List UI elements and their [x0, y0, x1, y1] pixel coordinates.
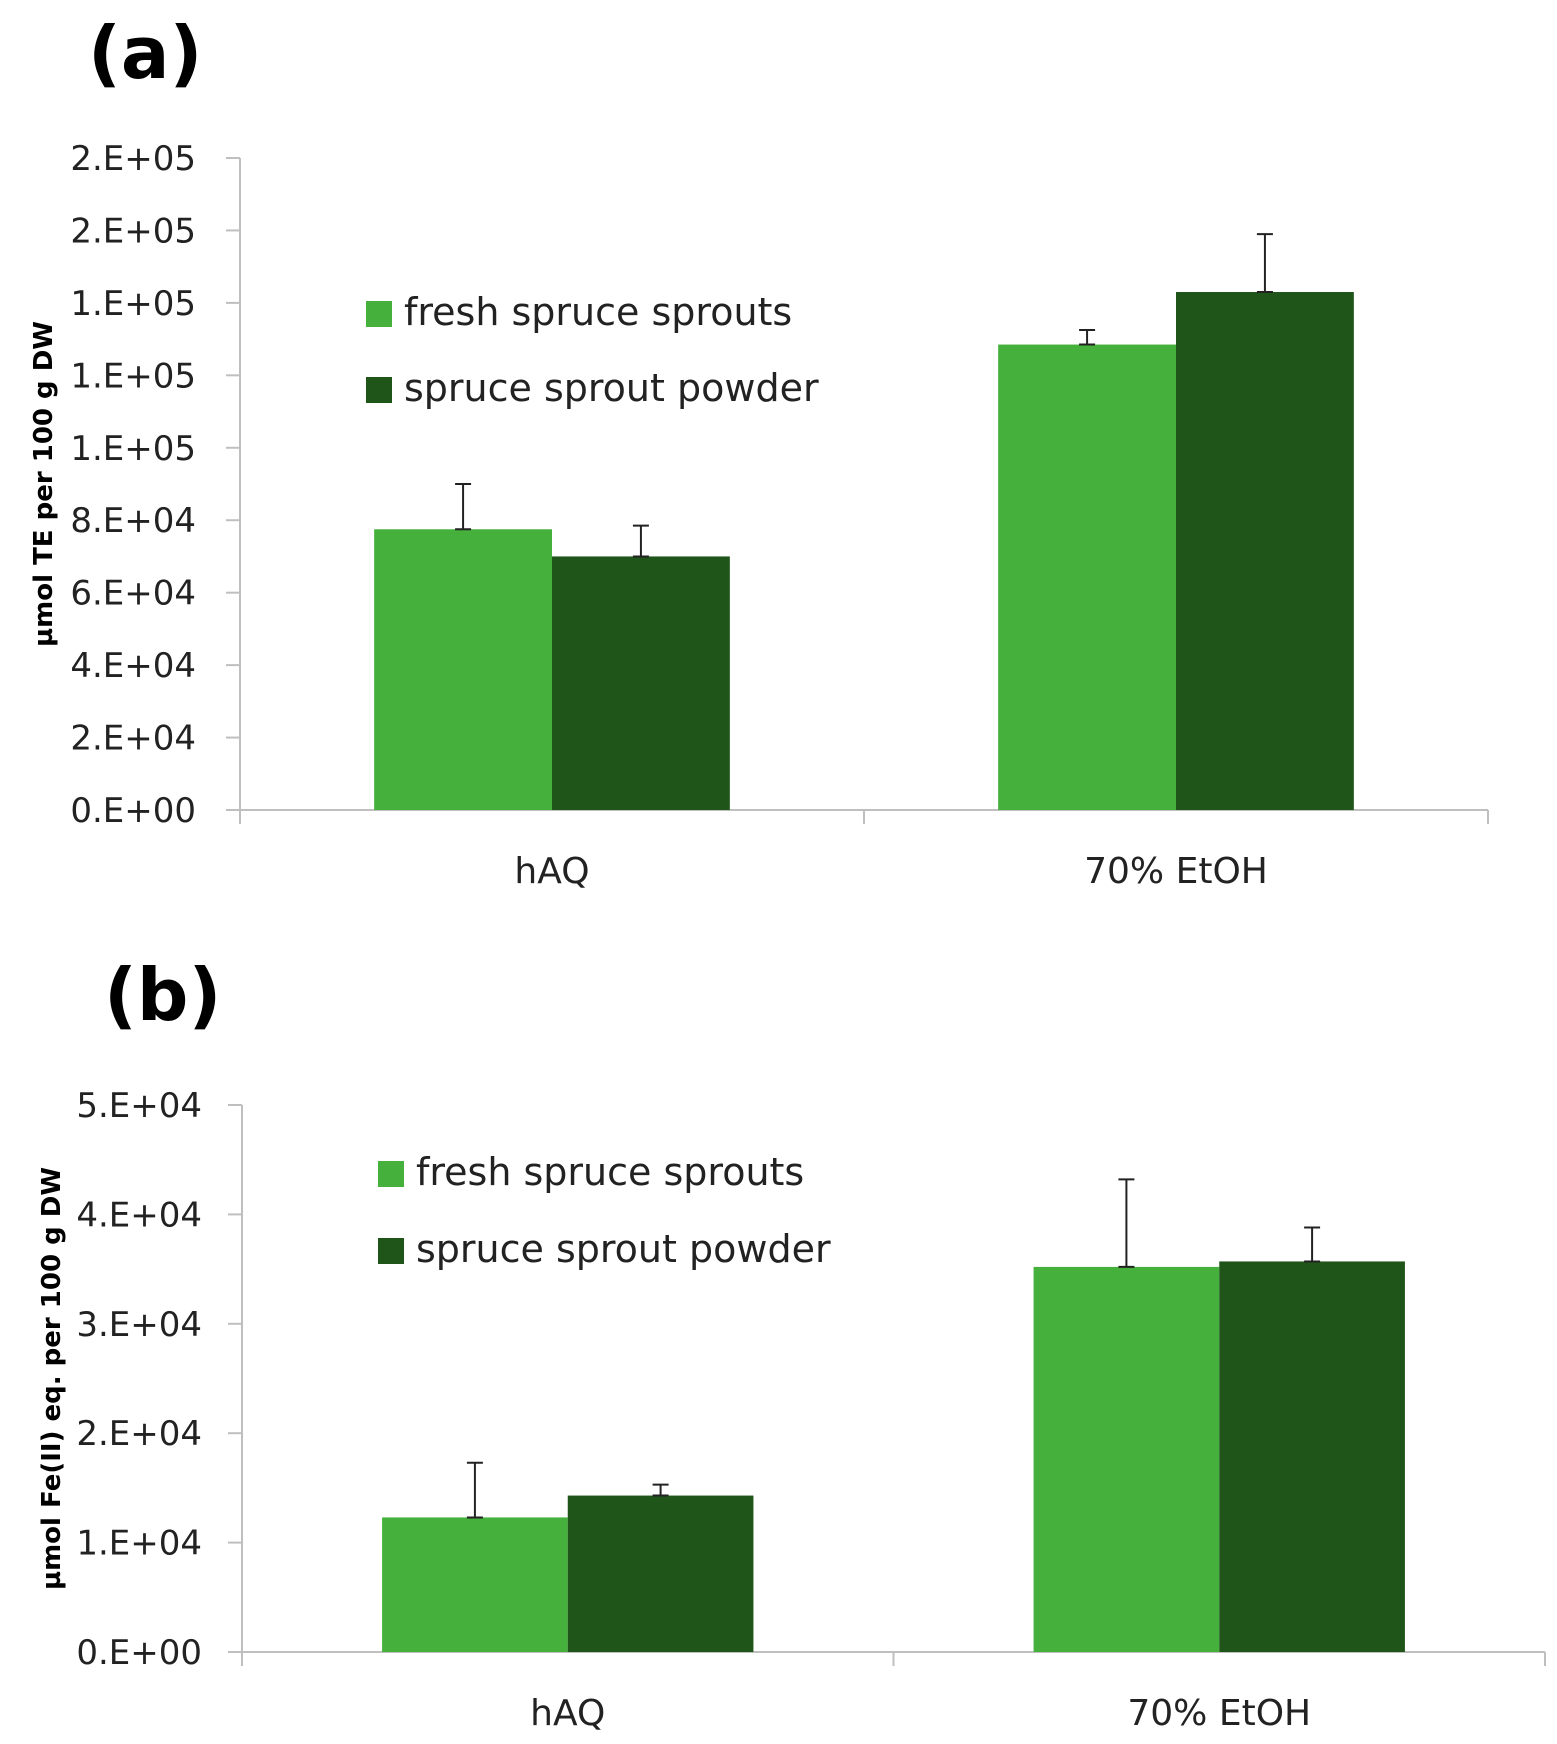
y-tick-label: 1.E+05 — [70, 356, 196, 396]
legend-label: fresh spruce sprouts — [416, 1150, 804, 1194]
y-tick-label: 4.E+04 — [70, 646, 196, 686]
bar-spruce-sprout-powder-1 — [1219, 1261, 1405, 1652]
y-tick-label: 6.E+04 — [70, 574, 196, 614]
y-tick-label: 2.E+04 — [70, 719, 196, 759]
bar-spruce-sprout-powder-0 — [567, 1495, 754, 1652]
y-tick-label: 8.E+04 — [70, 501, 196, 541]
y-tick-label: 2.E+05 — [70, 211, 196, 251]
y-tick-label: 2.E+04 — [76, 1414, 202, 1454]
y-tick-label: 4.E+04 — [76, 1195, 202, 1235]
chart-panel-a: (a) 0.E+00 2.E+04 4.E+04 6.E+04 8.E+04 1.E+05 1… — [29, 11, 1489, 892]
y-tick-label: 1.E+05 — [70, 284, 196, 324]
legend-swatch — [378, 1238, 404, 1264]
legend-swatch — [366, 377, 392, 403]
y-axis-label: µmol Fe(II) eq. per 100 g DW — [37, 1167, 67, 1590]
legend-label: spruce sprout powder — [404, 366, 819, 410]
panel-label: (b) — [104, 953, 221, 1037]
bar-spruce-sprout-powder-0 — [552, 556, 730, 810]
y-tick-label: 3.E+04 — [76, 1305, 202, 1345]
panel-label: (a) — [88, 11, 202, 95]
y-tick-label: 0.E+00 — [70, 791, 196, 831]
legend-label: spruce sprout powder — [416, 1227, 831, 1271]
y-tick-label: 1.E+05 — [70, 429, 196, 469]
bar-spruce-sprout-powder-1 — [1176, 292, 1354, 810]
x-tick-label: 70% EtOH — [1084, 851, 1268, 892]
bar-fresh-spruce-sprouts-1 — [1033, 1266, 1220, 1652]
y-tick-label: 2.E+05 — [70, 139, 196, 179]
y-axis-label: µmol TE per 100 g DW — [29, 321, 59, 647]
legend-swatch — [366, 301, 392, 327]
legend-swatch — [378, 1161, 404, 1187]
y-tick-label: 1.E+04 — [76, 1524, 202, 1564]
x-tick-label: hAQ — [514, 851, 589, 892]
legend-label: fresh spruce sprouts — [404, 290, 792, 334]
chart-panel-b: (b) 0.E+00 1.E+04 2.E+04 3.E+04 4.E+04 5.E+04 h… — [37, 953, 1546, 1734]
bar-fresh-spruce-sprouts-0 — [382, 1517, 568, 1652]
y-tick-label: 5.E+04 — [76, 1086, 202, 1126]
y-tick-label: 0.E+00 — [76, 1633, 202, 1673]
bar-fresh-spruce-sprouts-1 — [998, 344, 1176, 810]
bar-fresh-spruce-sprouts-0 — [374, 529, 552, 810]
x-tick-label: 70% EtOH — [1127, 1693, 1311, 1734]
x-tick-label: hAQ — [530, 1693, 605, 1734]
